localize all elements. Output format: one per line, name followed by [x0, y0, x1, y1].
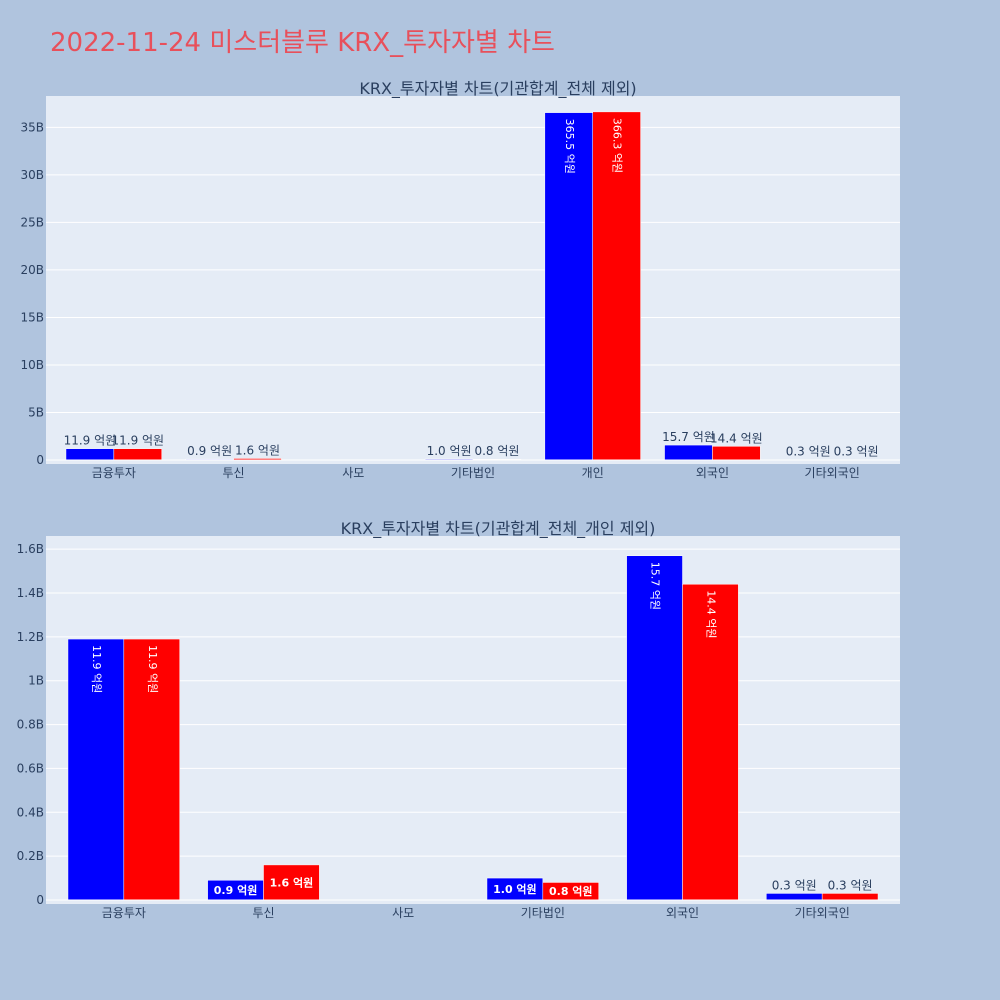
- x-tick-label: 외국인: [666, 906, 699, 920]
- x-tick-label: 사모: [342, 466, 364, 480]
- y-tick-label: 25B: [20, 215, 44, 229]
- plot-area: [46, 96, 900, 464]
- y-tick-label: 0.4B: [17, 805, 44, 819]
- x-tick-label: 사모: [392, 906, 414, 920]
- data-label: 11.9 억원: [146, 645, 159, 693]
- x-tick-label: 기타법인: [521, 906, 565, 920]
- data-label: 0.8 억원: [549, 884, 593, 898]
- y-tick-label: 0: [36, 453, 44, 467]
- bar: [821, 893, 879, 901]
- x-tick-label: 개인: [582, 466, 604, 480]
- x-tick-label: 금융투자: [102, 906, 146, 920]
- page-title: 2022-11-24 미스터블루 KRX_투자자별 차트: [50, 28, 555, 58]
- data-label: 0.3 억원: [828, 878, 873, 892]
- data-label: 1.6 억원: [235, 443, 280, 457]
- x-tick-label: 기타외국인: [795, 906, 850, 920]
- x-tick-label: 투신: [252, 906, 274, 920]
- y-tick-label: 35B: [20, 120, 44, 134]
- x-tick-label: 기타법인: [451, 466, 495, 480]
- bar: [664, 444, 713, 461]
- data-label: 11.9 억원: [111, 434, 164, 448]
- x-tick-label: 투신: [223, 466, 245, 480]
- y-tick-label: 5B: [28, 405, 44, 419]
- y-tick-label: 0.6B: [17, 761, 44, 775]
- data-label: 1.6 억원: [270, 875, 314, 889]
- bar: [682, 583, 739, 901]
- y-tick-label: 30B: [20, 168, 44, 182]
- y-tick-label: 0.2B: [17, 849, 44, 863]
- data-label: 15.7 억원: [649, 562, 662, 610]
- data-label: 0.3 억원: [772, 878, 817, 892]
- data-label: 365.5 억원: [563, 119, 576, 174]
- data-label: 0.9 억원: [187, 444, 232, 458]
- chart-title: KRX_투자자별 차트(기관합계_전체_개인 제외): [341, 519, 656, 539]
- y-tick-label: 0: [36, 893, 44, 907]
- data-label: 0.9 억원: [214, 883, 258, 897]
- y-tick-label: 1.6B: [17, 542, 44, 556]
- data-label: 14.4 억원: [704, 590, 717, 638]
- bar: [113, 448, 162, 461]
- data-label: 15.7 억원: [662, 430, 715, 444]
- data-label: 11.9 억원: [64, 434, 117, 448]
- x-tick-label: 금융투자: [92, 466, 136, 480]
- bar: [123, 638, 180, 901]
- x-tick-label: 외국인: [696, 466, 729, 480]
- y-tick-label: 0.8B: [17, 718, 44, 732]
- data-label: 366.3 억원: [611, 118, 624, 173]
- y-tick-label: 1B: [28, 674, 44, 688]
- data-label: 0.3 억원: [834, 445, 879, 459]
- bar: [712, 446, 761, 461]
- y-tick-label: 1.2B: [17, 630, 44, 644]
- y-tick-label: 20B: [20, 263, 44, 277]
- bar: [766, 893, 823, 901]
- bar: [263, 864, 320, 901]
- x-tick-label: 기타외국인: [805, 466, 860, 480]
- y-tick-label: 1.4B: [17, 586, 44, 600]
- plot-area: [46, 536, 900, 904]
- data-label: 1.0 억원: [427, 444, 472, 458]
- data-label: 0.8 억원: [474, 444, 519, 458]
- bar: [65, 448, 115, 461]
- data-label: 0.3 억원: [786, 445, 831, 459]
- chart-title: KRX_투자자별 차트(기관합계_전체 제외): [359, 79, 636, 99]
- y-tick-label: 15B: [20, 310, 44, 324]
- data-label: 11.9 억원: [90, 645, 103, 693]
- data-label: 1.0 억원: [493, 882, 537, 896]
- y-tick-label: 10B: [20, 358, 44, 372]
- data-label: 14.4 억원: [710, 431, 763, 445]
